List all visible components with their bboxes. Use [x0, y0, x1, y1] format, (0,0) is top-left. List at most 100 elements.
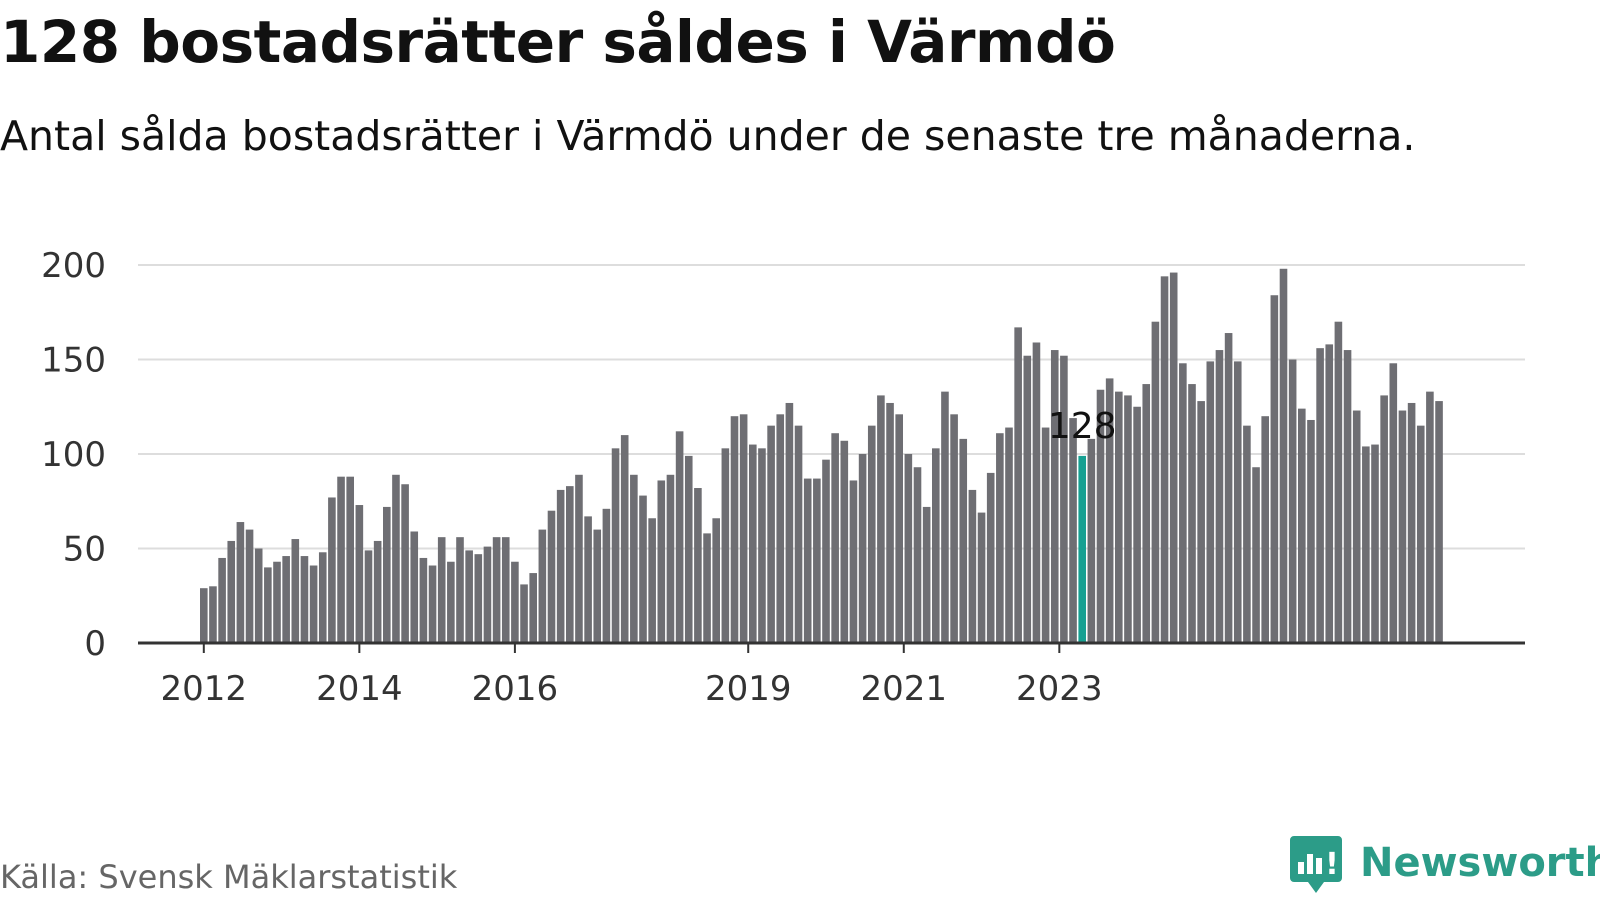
bar — [209, 586, 217, 643]
bar — [959, 438, 968, 643]
bar — [401, 484, 409, 643]
bar — [1298, 408, 1306, 643]
bar — [538, 529, 547, 643]
bar — [1005, 427, 1013, 643]
bar — [1371, 444, 1379, 643]
bar — [236, 522, 245, 643]
bar — [337, 476, 345, 643]
bar — [1206, 361, 1215, 643]
bar — [867, 425, 876, 643]
chart-title: 128 bostadsrätter såldes i Värmdö — [0, 8, 1116, 76]
bar — [1325, 344, 1334, 643]
bar — [1380, 395, 1388, 643]
bar — [1087, 438, 1096, 643]
bar — [620, 435, 629, 643]
bar — [1124, 395, 1132, 643]
bar — [684, 455, 693, 643]
bar — [1188, 384, 1196, 643]
bar — [1041, 427, 1050, 643]
bar — [1389, 363, 1398, 643]
bar — [1270, 295, 1279, 643]
bar — [309, 565, 318, 643]
bar — [1307, 419, 1315, 643]
bar — [877, 395, 885, 643]
bar — [950, 414, 958, 643]
bar — [200, 588, 208, 643]
bar — [803, 478, 812, 643]
bar — [1014, 327, 1022, 643]
bar — [465, 550, 473, 643]
source-note: Källa: Svensk Mäklarstatistik — [0, 858, 458, 896]
bar — [739, 414, 748, 643]
bar — [694, 488, 702, 643]
bar — [1060, 355, 1068, 643]
bar — [785, 402, 794, 643]
bar — [1398, 410, 1407, 643]
bar — [300, 556, 309, 643]
bar — [611, 448, 620, 643]
bar — [1169, 272, 1178, 643]
bar — [227, 540, 236, 643]
bar — [639, 495, 647, 643]
y-tick-label: 100 — [41, 435, 106, 475]
bar — [437, 537, 446, 643]
bar — [346, 476, 354, 643]
bar — [657, 480, 666, 643]
x-tick-label: 2023 — [1016, 669, 1103, 709]
x-tick-label: 2012 — [161, 669, 248, 709]
bar — [758, 448, 766, 643]
bar — [1252, 467, 1260, 643]
bar — [474, 554, 483, 643]
bar — [932, 448, 940, 643]
bar — [666, 474, 675, 643]
bar — [794, 425, 803, 643]
bar — [547, 510, 556, 643]
bar — [858, 454, 867, 643]
bar — [1316, 348, 1324, 643]
bar — [1334, 321, 1343, 643]
bar — [575, 474, 583, 643]
bar — [1069, 418, 1077, 643]
bar — [584, 516, 592, 643]
bar — [1133, 406, 1141, 643]
bar — [1142, 384, 1151, 643]
bar — [282, 556, 290, 643]
bar — [410, 531, 419, 643]
bar — [447, 561, 455, 643]
bar — [1243, 425, 1251, 643]
bar — [1362, 446, 1370, 643]
bar — [1224, 333, 1233, 643]
bar — [922, 506, 931, 643]
bar — [1233, 361, 1242, 643]
bar — [840, 440, 849, 643]
bar — [630, 474, 638, 643]
bar — [364, 550, 373, 643]
bar — [383, 506, 391, 643]
bar — [501, 537, 510, 643]
bar — [968, 489, 977, 643]
bar — [895, 414, 903, 643]
bar — [648, 518, 656, 643]
bar — [1426, 391, 1434, 643]
bar — [1435, 401, 1443, 643]
bar — [529, 573, 537, 643]
x-tick-label: 2014 — [316, 669, 403, 709]
bar — [1197, 401, 1205, 643]
bar — [566, 486, 574, 643]
bar — [913, 467, 922, 643]
brand[interactable]: ! Newsworthy — [1290, 836, 1600, 896]
bar — [977, 512, 986, 643]
bar — [767, 425, 775, 643]
bar — [273, 561, 281, 643]
bar — [1179, 363, 1187, 643]
bar — [1288, 359, 1297, 643]
bar — [373, 540, 382, 643]
bar — [254, 548, 263, 643]
brand-name: Newsworthy — [1360, 840, 1600, 886]
bar — [813, 478, 821, 643]
bar — [328, 497, 336, 643]
bar — [904, 454, 913, 643]
logo-lettering: ! — [1325, 847, 1339, 882]
bar — [1261, 416, 1269, 643]
y-tick-label: 150 — [41, 341, 106, 381]
